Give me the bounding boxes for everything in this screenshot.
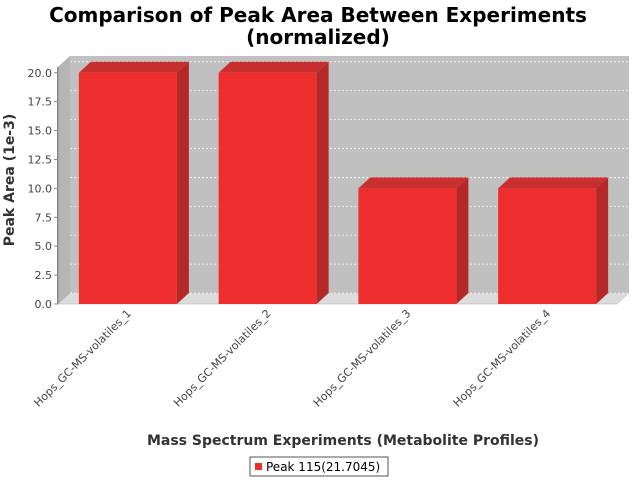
- chart-subtitle: (normalized): [246, 25, 390, 49]
- plot-left-wall: [58, 56, 70, 304]
- legend: Peak 115(21.7045): [249, 456, 389, 477]
- bar-side: [316, 61, 329, 304]
- legend-label: Peak 115(21.7045): [266, 460, 380, 474]
- bar-top: [218, 61, 329, 73]
- y-tick-label: 15.0: [28, 125, 53, 138]
- bar: [358, 177, 469, 304]
- bar-side: [456, 177, 469, 304]
- plot-left-edge: [58, 67, 59, 304]
- bar: [498, 177, 609, 304]
- y-tick-label: 10.0: [28, 182, 53, 195]
- bar-front: [358, 188, 457, 304]
- y-tick-label: 20.0: [28, 67, 53, 80]
- bar-front: [78, 72, 177, 304]
- x-tick-label: Hops_GC-MS-volatiles_3: [311, 307, 414, 410]
- x-tick-label: Hops_GC-MS-volatiles_2: [171, 307, 274, 410]
- bar: [78, 61, 189, 304]
- y-tick-label: 17.5: [28, 96, 53, 109]
- y-tick-label: 5.0: [35, 240, 53, 253]
- chart-title: Comparison of Peak Area Between Experime…: [49, 3, 587, 27]
- y-axis-label: Peak Area (1e-3): [2, 114, 18, 247]
- x-axis-label: Mass Spectrum Experiments (Metabolite Pr…: [147, 433, 539, 449]
- bar-side: [176, 61, 189, 304]
- plot-background: [58, 56, 629, 304]
- y-tick-label: 7.5: [35, 211, 53, 224]
- bar-side: [596, 177, 609, 304]
- bar-top: [358, 177, 469, 189]
- bar-front: [498, 188, 597, 304]
- y-tick-label: 2.5: [35, 269, 53, 282]
- y-tick-label: 12.5: [28, 153, 53, 166]
- y-tick-label: 0.0: [35, 298, 53, 311]
- bar-top: [498, 177, 609, 189]
- x-axis: Hops_GC-MS-volatiles_1 Hops_GC-MS-volatil…: [31, 307, 553, 410]
- y-axis: 0.0 2.5 5.0 7.5 10.0 12.5 15.0 17.5 20.0: [28, 67, 58, 311]
- x-tick-label: Hops_GC-MS-volatiles_1: [31, 307, 134, 410]
- legend-swatch: [255, 463, 262, 470]
- x-tick-label: Hops_GC-MS-volatiles_4: [451, 307, 554, 410]
- bar-front: [218, 72, 317, 304]
- plot-area: [57, 56, 630, 305]
- bar-top: [78, 61, 189, 73]
- bars: [78, 61, 609, 304]
- bar: [218, 61, 329, 304]
- legend-box: [249, 456, 389, 477]
